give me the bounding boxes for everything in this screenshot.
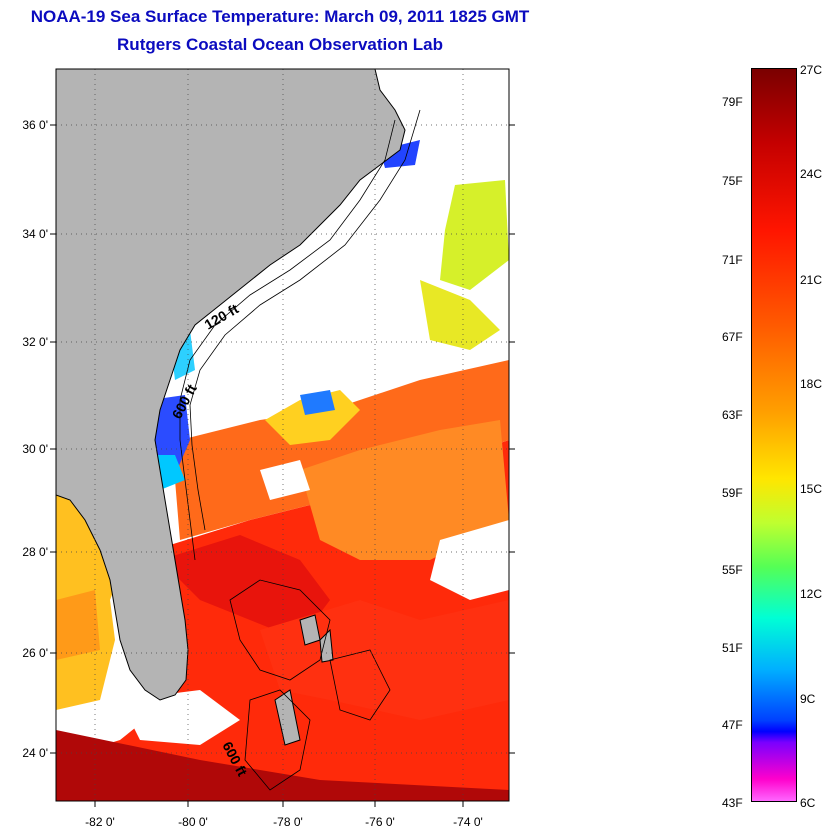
colorbar-fahrenheit-label: 75F xyxy=(722,174,743,188)
colorbar-celsius-label: 18C xyxy=(800,377,823,391)
latitude-label: 34 0' xyxy=(22,227,48,241)
colorbar-fahrenheit-label: 71F xyxy=(722,253,743,267)
map-title: NOAA-19 Sea Surface Temperature: March 0… xyxy=(30,7,530,26)
axis-ticks xyxy=(50,124,515,807)
colorbar-celsius-label: 27C xyxy=(800,63,823,77)
latitude-label: 24 0' xyxy=(22,746,48,760)
colorbar-celsius-label: 24C xyxy=(800,167,823,181)
temperature-colorbar xyxy=(751,68,797,802)
latitude-label: 36 0' xyxy=(22,118,48,132)
colorbar-fahrenheit-label: 63F xyxy=(722,408,743,422)
colorbar-celsius-label: 15C xyxy=(800,482,823,496)
latitude-label: 28 0' xyxy=(22,545,48,559)
longitude-label: -76 0' xyxy=(365,815,395,829)
colorbar-celsius-label: 12C xyxy=(800,587,823,601)
colorbar-fahrenheit-label: 51F xyxy=(722,641,743,655)
colorbar-fahrenheit-label: 59F xyxy=(722,486,743,500)
longitude-label: -82 0' xyxy=(85,815,115,829)
map-subtitle: Rutgers Coastal Ocean Observation Lab xyxy=(117,35,443,54)
latitude-label: 30 0' xyxy=(22,442,48,456)
colorbar-celsius-label: 6C xyxy=(800,796,816,810)
graticule xyxy=(56,69,509,801)
us-coastline xyxy=(56,69,406,701)
colorbar-fahrenheit-label: 67F xyxy=(722,330,743,344)
latitude-label: 26 0' xyxy=(22,646,48,660)
colorbar-fahrenheit-label: 43F xyxy=(722,796,743,810)
colorbar-celsius-label: 9C xyxy=(800,692,816,706)
colorbar-fahrenheit-label: 47F xyxy=(722,718,743,732)
sst-field xyxy=(56,69,509,801)
colorbar-fahrenheit-label: 79F xyxy=(722,95,743,109)
latitude-label: 32 0' xyxy=(22,335,48,349)
longitude-label: -80 0' xyxy=(178,815,208,829)
longitude-label: -74 0' xyxy=(453,815,483,829)
longitude-label: -78 0' xyxy=(273,815,303,829)
colorbar-fahrenheit-label: 55F xyxy=(722,563,743,577)
colorbar-celsius-label: 21C xyxy=(800,273,823,287)
